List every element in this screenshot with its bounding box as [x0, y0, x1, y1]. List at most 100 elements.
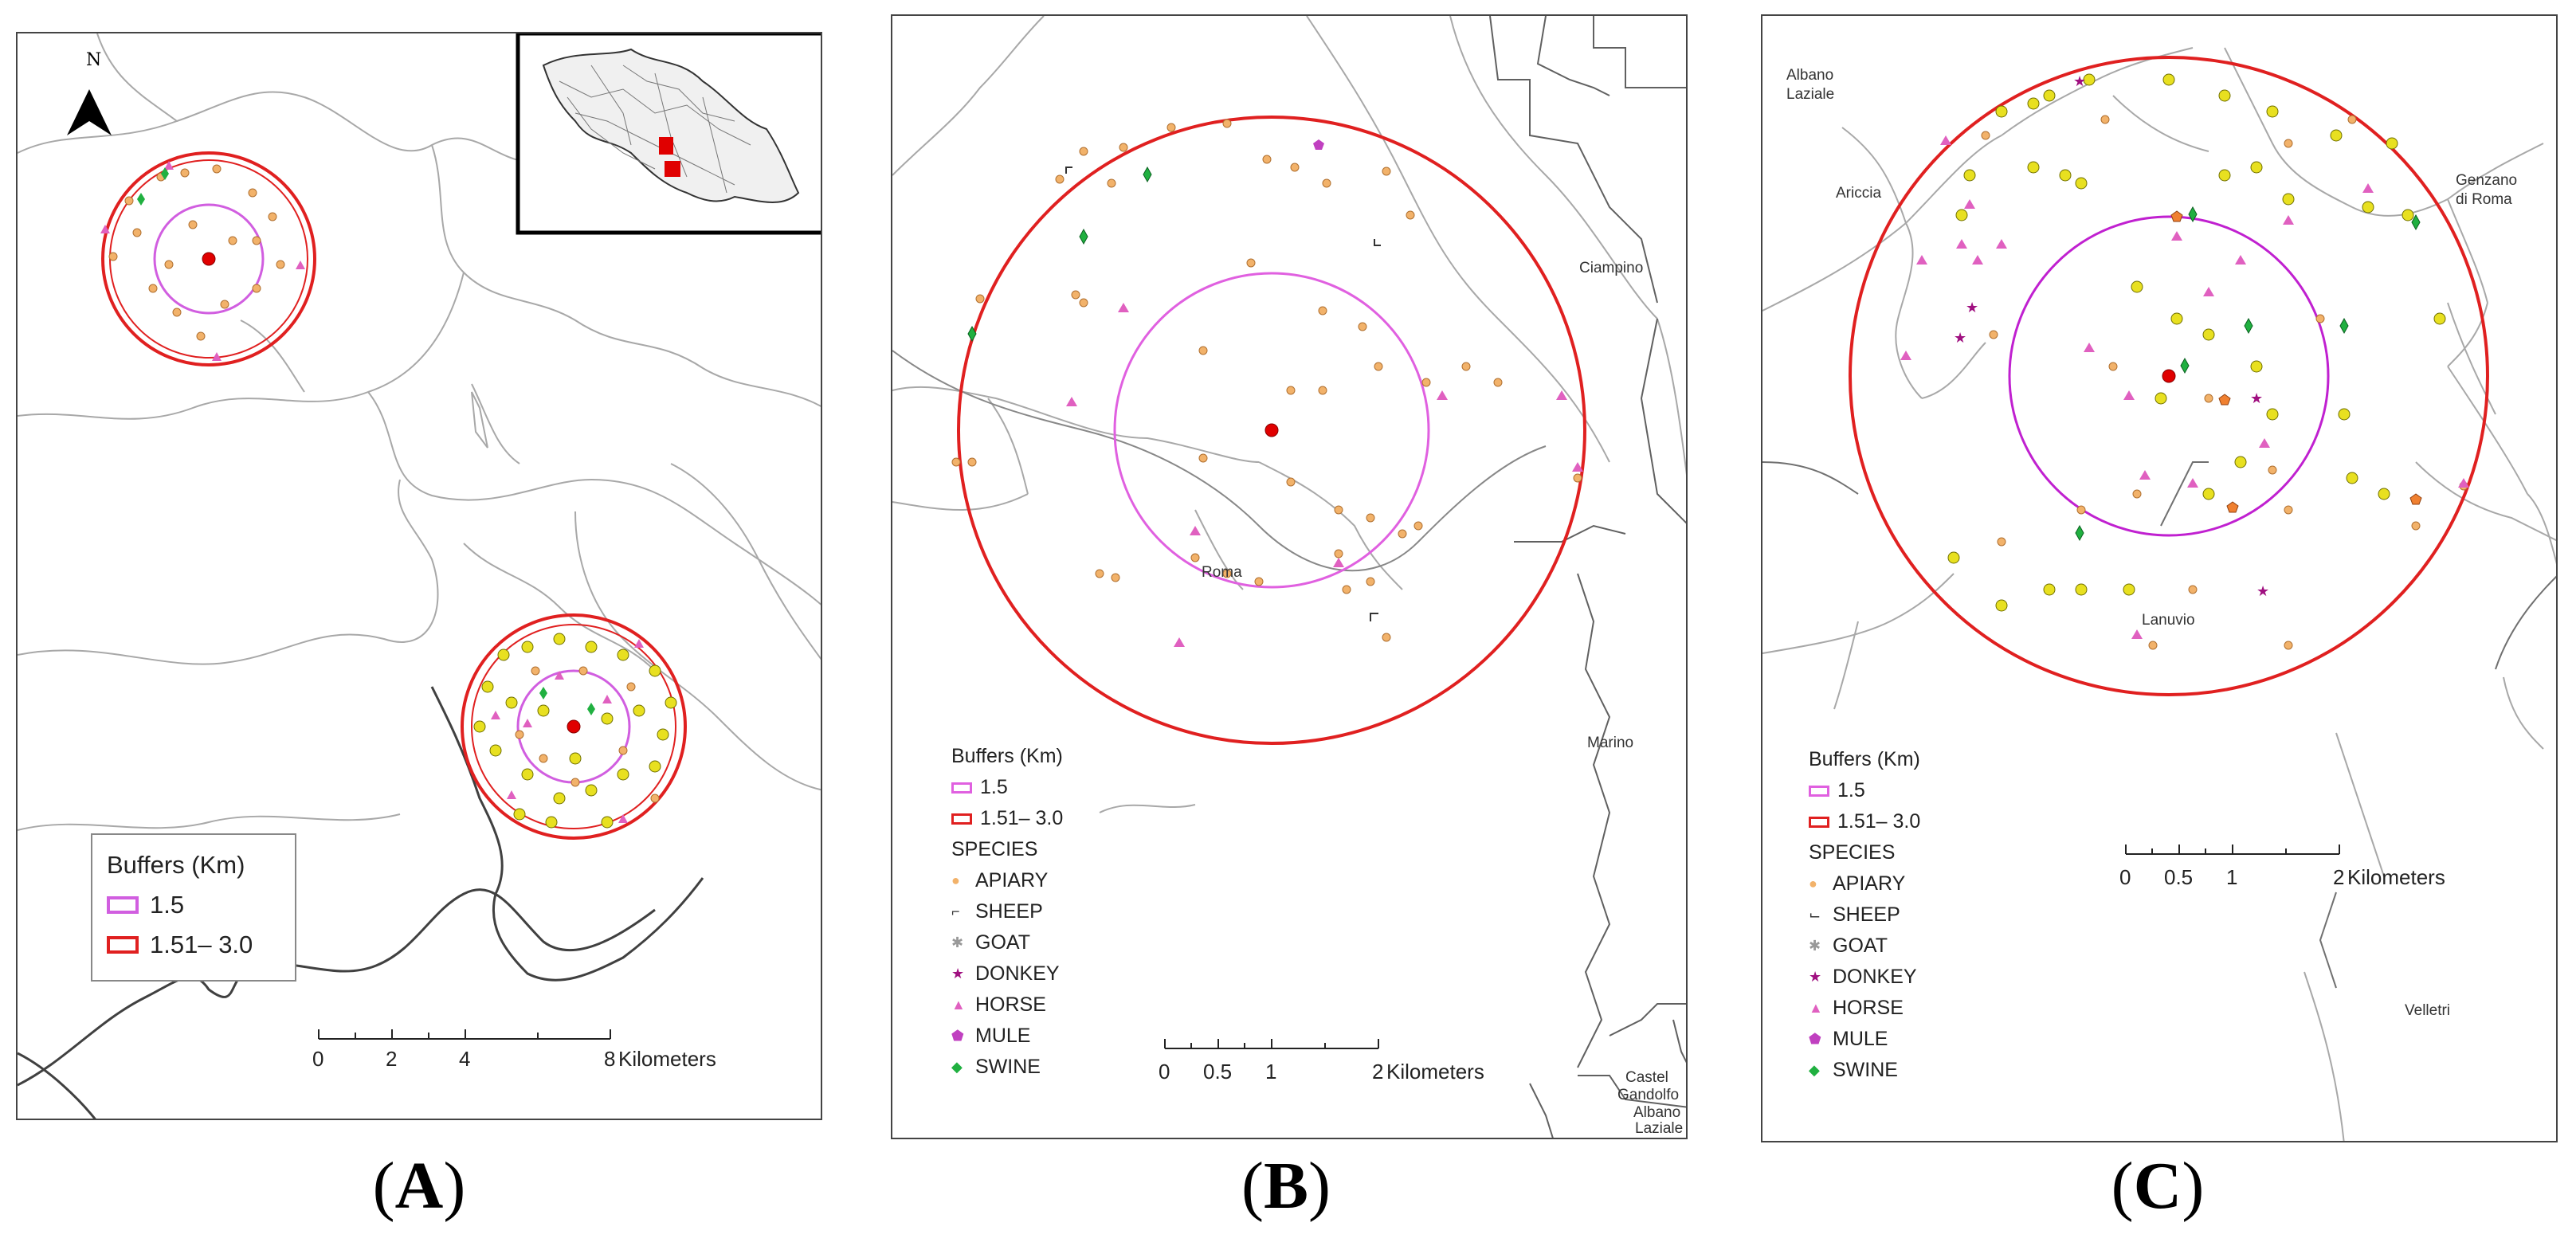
- buffer-inner: [1113, 272, 1430, 589]
- municipal-boundary: [1833, 621, 1859, 710]
- sheep-points: [1065, 167, 1381, 621]
- scale-tick: 4: [459, 1047, 470, 1071]
- scale-unit: Kilometers: [618, 1047, 716, 1071]
- swine-points-se: [539, 687, 595, 715]
- panel-a-legend: Buffers (Km) 1.5 1.51– 3.0: [91, 833, 296, 982]
- legend-species-label: GOAT: [975, 931, 1030, 954]
- buffer-outer-nw: [101, 151, 316, 366]
- panel-b-map: 0 0.5 1 2 Kilometers Ciampino Roma Marin…: [891, 14, 1688, 1139]
- municipal-boundary: [18, 272, 465, 420]
- buffer-center: [1264, 423, 1279, 437]
- buffer-center-se: [567, 719, 581, 734]
- svg-text:★: ★: [1954, 330, 1966, 346]
- municipal-boundary: [1529, 1083, 1554, 1138]
- legend-species-label: SHEEP: [975, 900, 1043, 923]
- goat-icon: ✱: [1809, 938, 1821, 954]
- legend-outer-swatch: [1809, 816, 1829, 828]
- legend-inner-swatch: [107, 896, 139, 914]
- mule-icon: ⬟: [951, 1028, 964, 1044]
- legend-outer-swatch: [951, 813, 972, 825]
- apiary-icon: ●: [951, 872, 960, 888]
- municipal-boundary: [2112, 95, 2209, 152]
- municipal-boundary: [1514, 524, 1626, 543]
- municipal-boundary: [2495, 575, 2556, 670]
- legend-species-label: MULE: [975, 1025, 1031, 1047]
- mule-points: [2170, 210, 2422, 513]
- municipal-boundary: [892, 493, 1029, 511]
- municipal-boundary: [1536, 16, 1610, 96]
- municipal-boundary: [431, 144, 821, 408]
- goat-icon: ✱: [951, 935, 964, 950]
- svg-text:★: ★: [1966, 300, 1978, 315]
- legend-inner-label: 1.5: [150, 891, 185, 919]
- legend-species-label: SWINE: [1833, 1059, 1898, 1081]
- horse-points-se: [491, 639, 644, 823]
- legend-title: Buffers (Km): [107, 851, 245, 879]
- panel-b-scale-bar: 0 0.5 1 2 Kilometers: [1159, 1039, 1484, 1084]
- municipal-boundary: [892, 16, 1045, 176]
- scale-tick: 2: [2333, 865, 2344, 889]
- municipal-boundary: [2447, 198, 2488, 304]
- municipal-boundary: [1593, 16, 1686, 88]
- municipal-boundary: [1577, 573, 1611, 1068]
- place-label-castel: Castel: [1625, 1069, 1668, 1086]
- legend-species-label: HORSE: [1833, 997, 1904, 1019]
- panel-b-basemap: 0 0.5 1 2 Kilometers: [892, 16, 1686, 1138]
- legend-species-title: SPECIES: [1809, 841, 1896, 864]
- municipal-boundary: [1258, 461, 1403, 590]
- legend-species-label: SHEEP: [1833, 903, 1900, 926]
- municipal-boundary: [2447, 366, 2528, 495]
- municipal-boundary: [471, 383, 520, 464]
- swine-points: [2075, 206, 2421, 542]
- legend-inner-swatch: [951, 782, 972, 794]
- apiary-points-nw: [108, 164, 285, 341]
- svg-text:★: ★: [2250, 390, 2263, 406]
- municipal-boundary: [1762, 135, 2002, 312]
- municipal-boundary: [18, 813, 401, 831]
- apiary-yellow-points-se: [473, 633, 677, 829]
- municipal-boundary: [1578, 1075, 1686, 1108]
- municipal-boundary: [18, 479, 439, 665]
- municipal-boundary: [1449, 16, 1658, 319]
- place-label-di-roma: di Roma: [2456, 191, 2512, 208]
- swine-points-nw: [137, 167, 169, 206]
- municipal-boundary: [1762, 573, 1955, 654]
- place-label-laziale: Laziale: [1786, 86, 1835, 103]
- legend-outer-label: 1.51– 3.0: [150, 931, 253, 958]
- horse-points: [1900, 135, 2469, 639]
- buffer-outer-se: [461, 613, 687, 840]
- panel-a-caption: (A): [372, 1149, 466, 1223]
- panel-c-caption: (C): [2111, 1149, 2205, 1223]
- panel-c-map: ★ ★ ★ ★ ★ 0 0.5 1 2 Kilometers Albano Lazia…: [1761, 14, 2558, 1142]
- municipal-boundary: [987, 398, 1029, 495]
- legend-species-label: MULE: [1833, 1028, 1888, 1050]
- legend-inner-swatch: [1809, 785, 1829, 797]
- municipal-boundary: [240, 319, 305, 393]
- buffer-inner: [2008, 215, 2330, 537]
- municipal-boundary: [574, 511, 719, 719]
- municipal-boundary: [18, 91, 305, 154]
- panel-b-legend: Buffers (Km) 1.5 1.51– 3.0 SPECIES ● APIA…: [951, 741, 1063, 1083]
- sheep-icon: ⌐: [951, 903, 960, 919]
- municipal-boundary: [1841, 127, 1907, 224]
- panel-a-basemap: N: [18, 33, 821, 1119]
- apiary-points: [951, 119, 1582, 642]
- municipal-boundary: [2224, 47, 2353, 208]
- horse-points: [1066, 303, 1583, 647]
- scale-tick: 0: [1159, 1060, 1170, 1084]
- municipal-boundary: [1762, 461, 1859, 495]
- municipal-boundary: [2001, 47, 2194, 136]
- mule-points: [1313, 139, 1324, 150]
- scale-tick: 0: [2119, 865, 2131, 889]
- place-label-gandolfo: Gandolfo: [1617, 1087, 1680, 1103]
- place-label-laziale: Laziale: [1635, 1120, 1684, 1137]
- municipal-boundary: [1099, 804, 1196, 813]
- buffer-outer: [957, 116, 1586, 745]
- scale-tick: 8: [604, 1047, 615, 1071]
- municipal-boundary: [2335, 732, 2385, 877]
- north-arrow-icon: [67, 89, 112, 135]
- apiary-icon: ●: [1809, 876, 1817, 892]
- legend-outer-swatch: [107, 936, 139, 954]
- municipal-boundary: [96, 33, 178, 122]
- apiary-points: [1981, 115, 2468, 650]
